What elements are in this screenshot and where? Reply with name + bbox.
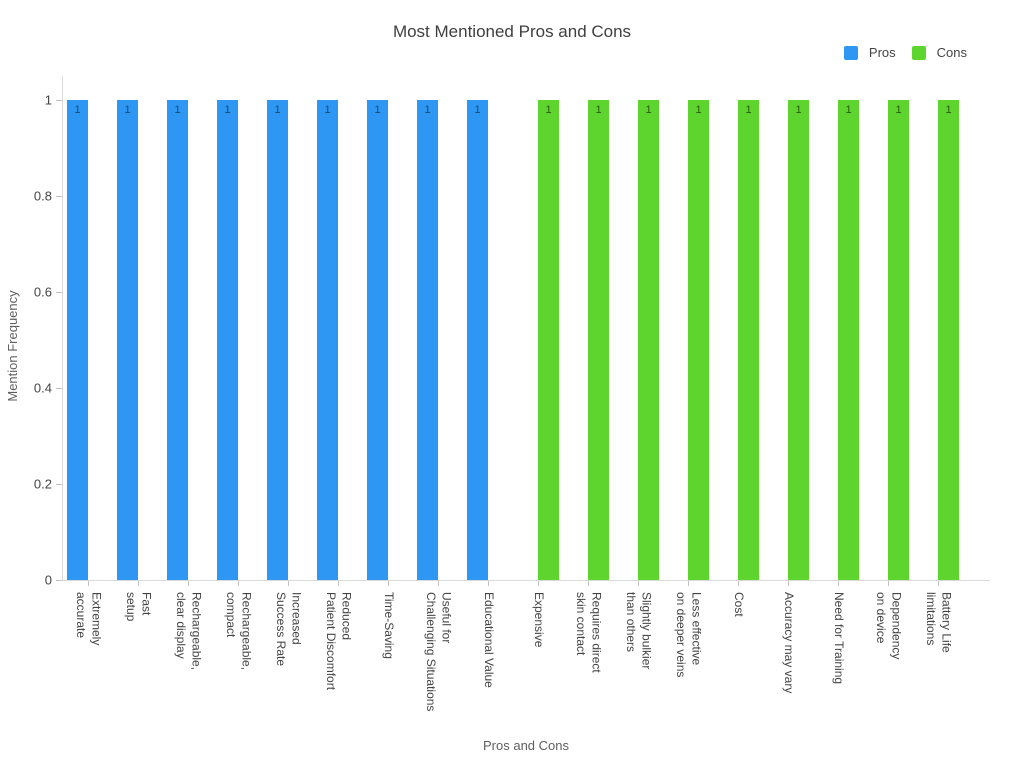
x-tick-mark	[288, 581, 289, 586]
x-tick-mark	[838, 581, 839, 586]
bar-value-label: 1	[374, 104, 381, 116]
bar	[67, 100, 88, 580]
bar	[117, 100, 138, 580]
x-tick-label: Reduced Patient Discomfort	[324, 592, 354, 691]
bar-value-label: 1	[74, 104, 81, 116]
y-tick-mark	[56, 580, 62, 581]
x-tick-label: Extremely accurate	[74, 592, 104, 646]
x-tick-mark	[488, 581, 489, 586]
bar-value-label: 1	[224, 104, 231, 116]
legend-label-pros: Pros	[868, 45, 896, 60]
x-tick-mark	[588, 581, 589, 586]
bar	[467, 100, 488, 580]
legend-item-pros[interactable]: Pros	[843, 45, 896, 60]
bar-value-label: 1	[474, 104, 481, 116]
x-axis-line	[62, 580, 990, 581]
x-tick-mark	[88, 581, 89, 586]
bar-value-label: 1	[324, 104, 331, 116]
bar-value-label: 1	[945, 104, 952, 116]
legend: Pros Cons	[843, 45, 967, 60]
x-tick-label: Battery Life limitations	[924, 592, 954, 653]
y-tick-mark	[56, 196, 62, 197]
x-tick-mark	[338, 581, 339, 586]
x-tick-label: Rechargeable, clear display	[174, 592, 204, 671]
x-tick-label: Requires direct skin contact	[574, 592, 604, 673]
bar	[638, 100, 659, 580]
x-tick-label: Increased Success Rate	[274, 592, 304, 667]
bar	[317, 100, 338, 580]
bar	[217, 100, 238, 580]
x-tick-mark	[388, 581, 389, 586]
y-tick-mark	[56, 292, 62, 293]
x-tick-mark	[938, 581, 939, 586]
bar-value-label: 1	[174, 104, 181, 116]
x-tick-mark	[688, 581, 689, 586]
bar-value-label: 1	[274, 104, 281, 116]
bar	[938, 100, 959, 580]
y-tick-label: 0.4	[33, 380, 52, 396]
bar-value-label: 1	[745, 104, 752, 116]
y-tick-label: 0	[44, 572, 52, 588]
bar-value-label: 1	[545, 104, 552, 116]
bar	[888, 100, 909, 580]
x-tick-mark	[738, 581, 739, 586]
y-tick-label: 1	[44, 92, 52, 108]
x-tick-label: Educational Value	[481, 592, 496, 688]
x-tick-mark	[188, 581, 189, 586]
x-tick-mark	[888, 581, 889, 586]
bar	[367, 100, 388, 580]
bar	[838, 100, 859, 580]
bar	[538, 100, 559, 580]
x-tick-label: Less effective on deeper veins	[674, 592, 704, 678]
bar-value-label: 1	[595, 104, 602, 116]
x-tick-mark	[638, 581, 639, 586]
x-tick-mark	[538, 581, 539, 586]
y-tick-mark	[56, 100, 62, 101]
x-tick-label: Time-Saving	[381, 592, 396, 659]
bar	[417, 100, 438, 580]
x-axis-title: Pros and Cons	[483, 738, 569, 753]
y-tick-label: 0.6	[33, 284, 52, 300]
legend-item-cons[interactable]: Cons	[911, 45, 967, 60]
bar	[788, 100, 809, 580]
x-tick-label: Dependency on device	[874, 592, 904, 660]
bar-value-label: 1	[124, 104, 131, 116]
x-tick-label: Useful for Challenging Situations	[424, 592, 454, 712]
bar-value-label: 1	[695, 104, 702, 116]
y-tick-label: 0.8	[33, 188, 52, 204]
legend-label-cons: Cons	[936, 45, 967, 60]
x-tick-label: Need for Training	[831, 592, 846, 685]
bar-value-label: 1	[845, 104, 852, 116]
x-tick-label: Fast setup	[124, 592, 154, 622]
y-tick-mark	[56, 484, 62, 485]
y-axis-line	[62, 76, 63, 580]
bar	[588, 100, 609, 580]
cons-legend-swatch-icon	[911, 45, 926, 60]
x-tick-label: Slightly bulkier than others	[624, 592, 654, 670]
bar	[738, 100, 759, 580]
y-tick-label: 0.2	[33, 476, 52, 492]
bar-value-label: 1	[645, 104, 652, 116]
x-tick-mark	[438, 581, 439, 586]
pros-legend-swatch-icon	[843, 45, 858, 60]
y-axis-title: Mention Frequency	[5, 290, 20, 402]
chart-title: Most Mentioned Pros and Cons	[392, 22, 632, 41]
bar	[688, 100, 709, 580]
x-tick-mark	[138, 581, 139, 586]
bar-value-label: 1	[424, 104, 431, 116]
bar-value-label: 1	[795, 104, 802, 116]
x-tick-label: Rechargeable, compact	[224, 592, 254, 671]
bar-value-label: 1	[895, 104, 902, 116]
x-tick-label: Expensive	[531, 592, 546, 648]
x-tick-mark	[788, 581, 789, 586]
x-tick-label: Accuracy may vary	[781, 592, 796, 694]
x-tick-mark	[238, 581, 239, 586]
bar	[167, 100, 188, 580]
bar	[267, 100, 288, 580]
x-tick-label: Cost	[731, 592, 746, 617]
y-tick-mark	[56, 388, 62, 389]
